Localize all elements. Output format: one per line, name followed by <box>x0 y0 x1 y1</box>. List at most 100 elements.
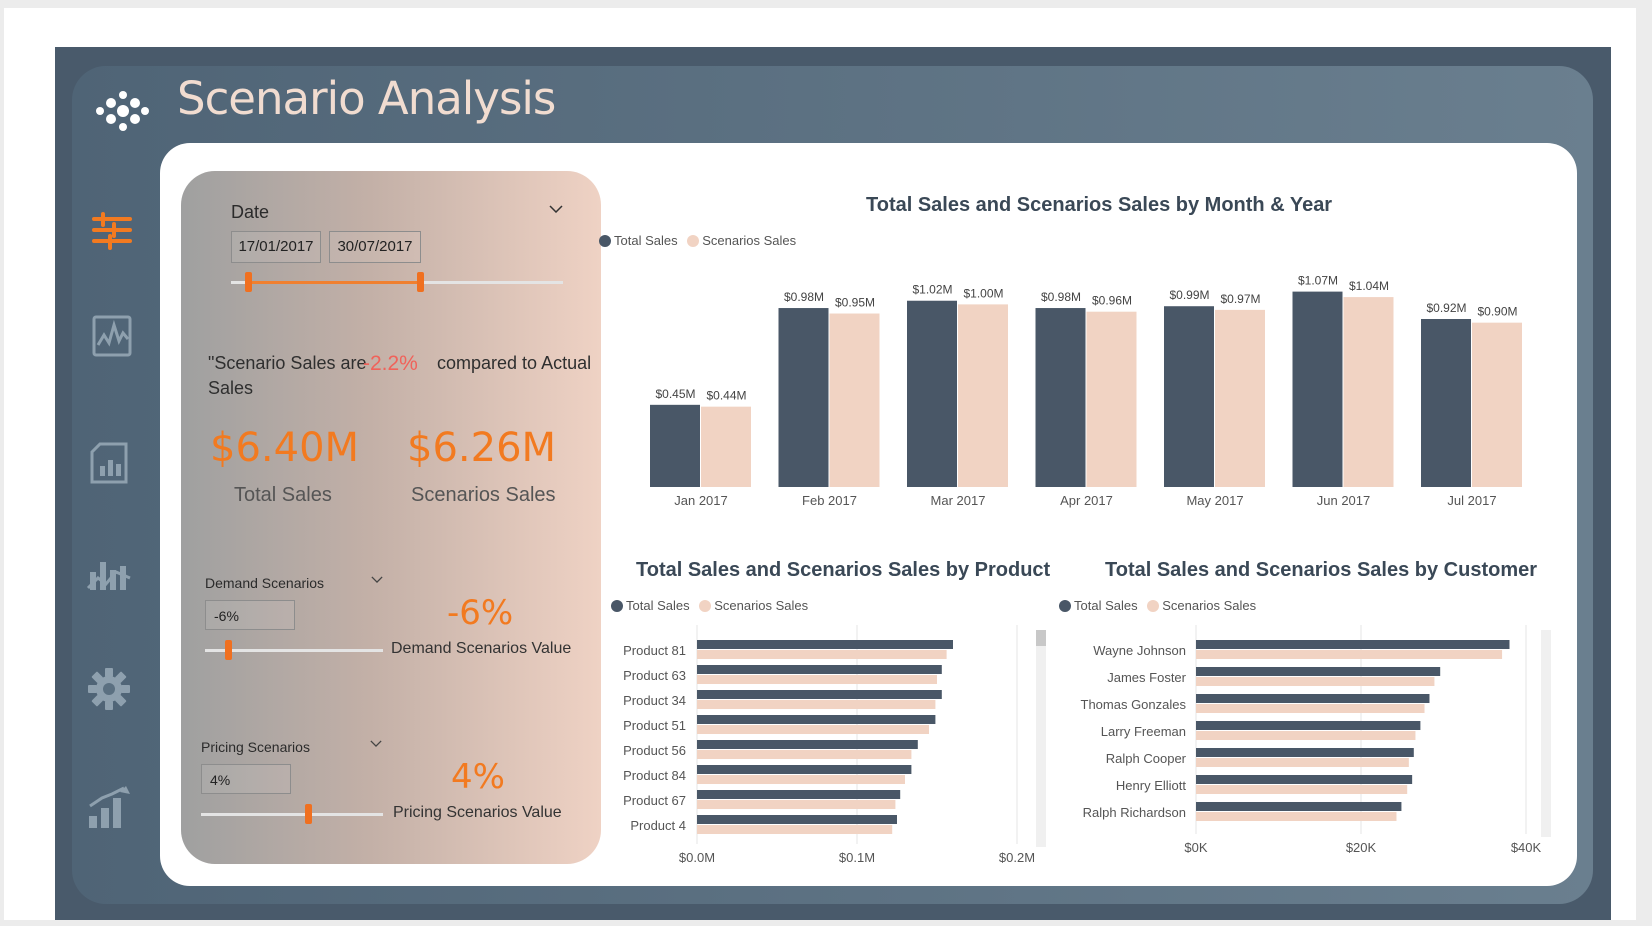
total-sales-kpi: $6.40M <box>210 425 360 471</box>
chevron-down-icon[interactable] <box>549 205 563 213</box>
comparison-prefix: "Scenario Sales are <box>208 353 367 373</box>
y-tick-label: Thomas Gonzales <box>1081 697 1187 712</box>
bar-total <box>1292 291 1343 487</box>
date-start-input[interactable]: 17/01/2017 <box>231 231 321 263</box>
product-bar-chart: $0.0M $0.1M $0.2M Product 81 Product 63 Produ… <box>623 625 1035 865</box>
chevron-down-icon[interactable] <box>370 740 382 747</box>
app-logo-icon <box>96 91 149 131</box>
bar-scenario <box>697 775 905 784</box>
page-title: Scenario Analysis <box>177 72 556 125</box>
demand-scenarios-value: -6% <box>447 593 514 633</box>
customer-bar-chart: $0K $20K $40K Wayne Johnson James Foster Thom… <box>1081 625 1542 855</box>
legend-item-total[interactable]: Total Sales <box>599 233 678 248</box>
demand-slider-track[interactable] <box>205 649 383 652</box>
bar-scenario <box>697 750 912 759</box>
product-chart-scroll-thumb[interactable] <box>1036 630 1046 646</box>
chevron-down-icon[interactable] <box>371 576 383 583</box>
date-end-input[interactable]: 30/07/2017 <box>329 231 421 263</box>
demand-slider-handle[interactable] <box>225 640 233 660</box>
x-tick-label: $0.2M <box>999 850 1035 865</box>
bar-scenario <box>697 700 936 709</box>
data-label: $1.00M <box>963 286 1003 300</box>
date-filter-label: Date <box>231 202 270 222</box>
demand-scenarios-label: Demand Scenarios <box>205 575 325 591</box>
analytics-icon[interactable] <box>86 548 132 594</box>
data-label: $1.02M <box>912 283 952 297</box>
data-label: $1.04M <box>1349 279 1389 293</box>
date-slider-start-handle[interactable] <box>244 272 252 292</box>
legend-item-total[interactable]: Total Sales <box>1059 598 1138 613</box>
bar-scenario <box>697 650 947 659</box>
bar-total <box>1196 667 1441 676</box>
settings-icon[interactable] <box>86 666 132 712</box>
bar-total <box>697 765 912 774</box>
legend-total-label: Total Sales <box>1074 598 1138 613</box>
bar-total <box>1164 306 1214 487</box>
x-tick-label: Mar 2017 <box>931 493 986 508</box>
date-slider-end-handle[interactable] <box>417 272 425 292</box>
date-slider-range <box>247 281 421 284</box>
bar-scenario <box>1343 297 1394 487</box>
pricing-scenarios-input[interactable]: 4% <box>201 764 291 794</box>
x-tick-label: $0K <box>1184 840 1207 855</box>
bar-total <box>697 665 942 674</box>
line-chart-icon[interactable] <box>90 313 136 359</box>
bar-scenario <box>829 313 880 487</box>
bar-scenario <box>1196 758 1409 767</box>
bar-scenario <box>958 304 1008 487</box>
y-tick-label: Product 63 <box>623 668 686 683</box>
data-label: $0.97M <box>1220 292 1260 306</box>
legend-item-scenario[interactable]: Scenarios Sales <box>1147 598 1256 613</box>
legend-scenario-label: Scenarios Sales <box>714 598 809 613</box>
data-label: $0.99M <box>1169 288 1209 302</box>
product-chart-legend: Total Sales Scenarios Sales <box>611 598 814 613</box>
bar-total <box>697 690 942 699</box>
y-tick-label: Product 84 <box>623 768 686 783</box>
y-tick-label: Product 4 <box>630 818 686 833</box>
bar-scenario <box>697 675 937 684</box>
filter-icon[interactable] <box>90 210 136 256</box>
bar-total <box>1196 775 1413 784</box>
comparison-line2: Sales <box>208 378 254 398</box>
bar-chart-icon[interactable] <box>86 786 132 832</box>
demand-scenarios-value-label: Demand Scenarios Value <box>391 640 572 657</box>
x-tick-label: $0.1M <box>839 850 875 865</box>
x-tick-label: $20K <box>1346 840 1377 855</box>
y-tick-label: Wayne Johnson <box>1093 643 1186 658</box>
report-icon[interactable] <box>88 440 134 486</box>
month-chart-legend: Total Sales Scenarios Sales <box>599 233 802 248</box>
data-label: $0.44M <box>706 389 746 403</box>
bar-scenario <box>1196 812 1397 821</box>
x-tick-label: $40K <box>1511 840 1542 855</box>
bar-scenario <box>697 725 929 734</box>
data-label: $0.92M <box>1426 301 1466 315</box>
legend-item-scenario[interactable]: Scenarios Sales <box>699 598 808 613</box>
pricing-scenarios-label: Pricing Scenarios <box>201 739 310 755</box>
bar-scenario <box>1196 650 1503 659</box>
legend-item-total[interactable]: Total Sales <box>611 598 690 613</box>
bar-total <box>1196 721 1421 730</box>
data-label: $0.95M <box>835 296 875 310</box>
y-tick-label: James Foster <box>1107 670 1186 685</box>
month-bar-chart: $0.45M $0.44M Jan 2017 $0.98M $0.95M Feb 2017… <box>650 274 1522 508</box>
pricing-slider-handle[interactable] <box>305 804 313 824</box>
legend-scenario-label: Scenarios Sales <box>1162 598 1257 613</box>
y-tick-label: Ralph Richardson <box>1083 805 1186 820</box>
scenario-sales-kpi: $6.26M <box>407 425 557 471</box>
legend-scenario-label: Scenarios Sales <box>702 233 797 248</box>
customer-chart-scrollbar[interactable] <box>1541 630 1551 837</box>
y-tick-label: Product 51 <box>623 718 686 733</box>
y-tick-label: Henry Elliott <box>1116 778 1186 793</box>
bar-total <box>697 740 918 749</box>
legend-item-scenario[interactable]: Scenarios Sales <box>687 233 796 248</box>
total-sales-kpi-label: Total Sales <box>234 484 332 506</box>
bar-scenario <box>701 406 751 487</box>
demand-scenarios-input[interactable]: -6% <box>205 600 295 630</box>
customer-chart-legend: Total Sales Scenarios Sales <box>1059 598 1262 613</box>
pricing-scenarios-value: 4% <box>451 757 505 797</box>
product-chart-scrollbar[interactable] <box>1036 630 1046 847</box>
bar-total <box>1196 802 1402 811</box>
pricing-slider-track[interactable] <box>201 813 383 816</box>
bar-total <box>697 815 897 824</box>
